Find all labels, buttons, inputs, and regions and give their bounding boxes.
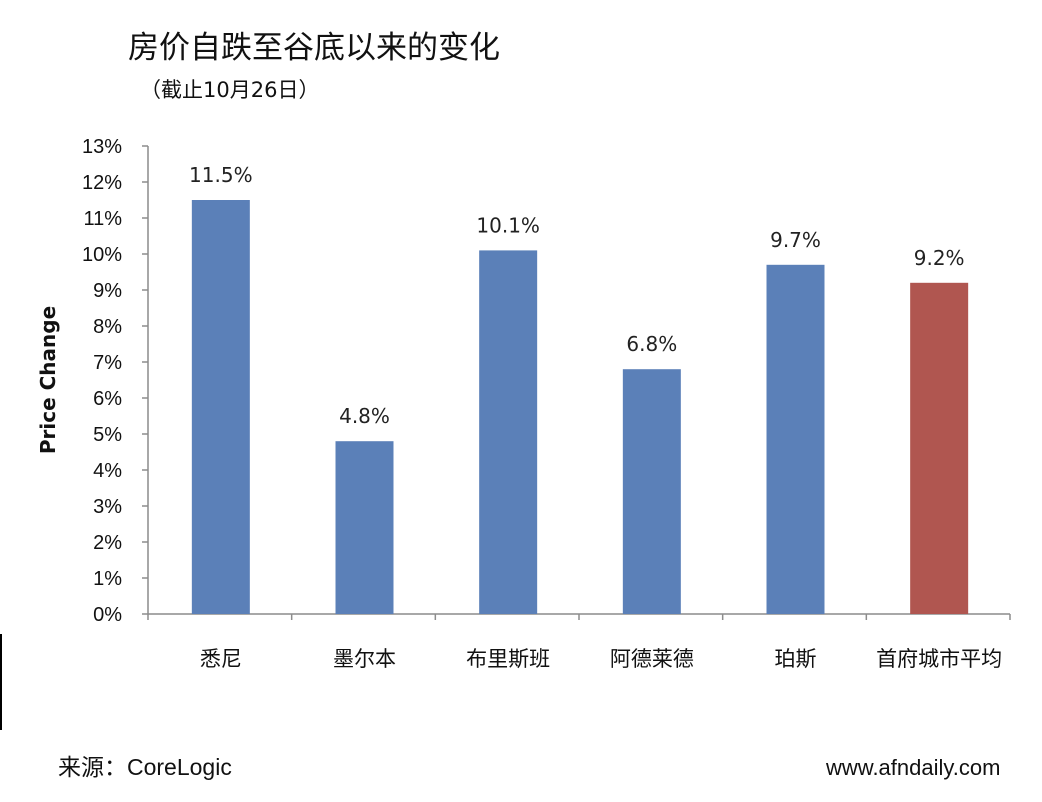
y-tick-label: 9%: [93, 280, 122, 302]
category-label: 墨尔本: [333, 647, 396, 671]
category-label: 珀斯: [775, 647, 817, 671]
chart-axes: 0% 1% 2% 3% 4% 5% 6% 7% 8% 9% 10% 11% 12% 13% Price Ch…: [36, 136, 1011, 626]
source-credit: 来源：CoreLogic: [58, 754, 232, 780]
category-label: 布里斯班: [466, 647, 550, 671]
bar: [910, 282, 969, 614]
data-label: 11.5%: [189, 163, 253, 187]
chart-bars: 11.5% 悉尼 4.8% 墨尔本 10.1% 布里斯班 6.8% 阿德莱德 9.7% 珀斯 9.2…: [189, 163, 1002, 671]
bar: [622, 369, 681, 614]
data-label: 6.8%: [626, 332, 677, 356]
category-label: 首府城市平均: [876, 647, 1002, 671]
data-label: 10.1%: [476, 213, 540, 237]
y-tick-label: 0%: [93, 604, 122, 626]
y-tick-label: 8%: [93, 316, 122, 338]
bar: [335, 441, 394, 614]
chart-subtitle: （截止10月26日）: [140, 78, 320, 102]
left-edge-line: [0, 634, 2, 730]
y-tick-label: 10%: [82, 244, 122, 266]
y-tick-label: 6%: [93, 388, 122, 410]
y-tick-label: 12%: [82, 172, 122, 194]
category-label: 阿德莱德: [610, 647, 694, 671]
bar: [766, 264, 825, 614]
category-label: 悉尼: [200, 647, 242, 671]
data-label: 4.8%: [339, 404, 390, 428]
bar-chart: 0% 1% 2% 3% 4% 5% 6% 7% 8% 9% 10% 11% 12% 13% Price Ch…: [36, 136, 1011, 671]
y-axis-title: Price Change: [36, 306, 60, 454]
y-tick-label: 7%: [93, 352, 122, 374]
data-label: 9.2%: [914, 246, 965, 270]
data-label: 9.7%: [770, 228, 821, 252]
y-tick-label: 2%: [93, 532, 122, 554]
y-tick-label: 3%: [93, 496, 122, 518]
y-tick-label: 11%: [83, 208, 122, 230]
chart-title: 房价自跌至谷底以来的变化: [128, 30, 500, 66]
bar: [479, 250, 538, 614]
y-tick-label: 5%: [93, 424, 122, 446]
y-tick-label: 1%: [93, 568, 122, 590]
bar: [191, 200, 250, 614]
website-url: www.afndaily.com: [826, 755, 1001, 780]
y-tick-label: 4%: [93, 460, 122, 482]
y-tick-label: 13%: [82, 136, 122, 158]
